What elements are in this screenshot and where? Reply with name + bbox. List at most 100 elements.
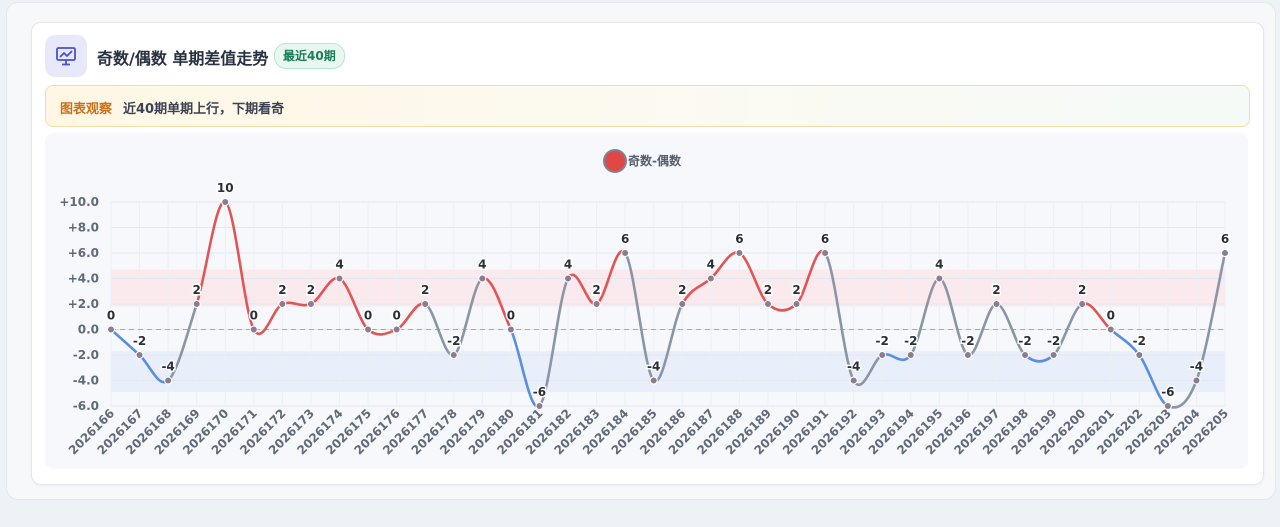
data-point[interactable] bbox=[821, 249, 830, 257]
data-point[interactable] bbox=[364, 325, 373, 334]
data-point[interactable] bbox=[963, 351, 972, 359]
data-label: 0 bbox=[364, 309, 372, 323]
data-point[interactable] bbox=[1221, 249, 1229, 257]
data-point[interactable] bbox=[107, 325, 115, 334]
data-label: -4 bbox=[847, 360, 860, 374]
page-panel: 奇数/偶数 单期差值走势 最近40期 图表观察 近40期单期上行，下期看奇 +1… bbox=[6, 2, 1276, 500]
data-label: 6 bbox=[821, 232, 829, 246]
line-chart: +10.0 +8.0 +6.0 +4.0 +2.0 0.0 -2.0 -4.0 -6.0 0 -2 -… bbox=[59, 149, 1231, 457]
data-label: 10 bbox=[217, 181, 234, 195]
data-point[interactable] bbox=[506, 325, 515, 334]
data-point[interactable] bbox=[992, 300, 1001, 308]
card-title: 奇数/偶数 单期差值走势 bbox=[97, 49, 269, 68]
data-point[interactable] bbox=[1078, 300, 1087, 308]
data-label: 4 bbox=[935, 258, 943, 272]
data-label: 6 bbox=[735, 232, 743, 246]
series-line-segment bbox=[166, 302, 198, 382]
data-label: 2 bbox=[678, 283, 686, 297]
data-point[interactable] bbox=[278, 300, 287, 308]
y-tick-label: -2.0 bbox=[73, 348, 99, 362]
data-label: -2 bbox=[876, 334, 889, 348]
data-point[interactable] bbox=[935, 274, 944, 283]
series-line-segment bbox=[538, 277, 570, 408]
data-point[interactable] bbox=[1021, 351, 1030, 359]
data-label: 6 bbox=[1221, 232, 1229, 246]
data-point[interactable] bbox=[421, 300, 430, 308]
data-point[interactable] bbox=[449, 351, 458, 359]
data-label: 2 bbox=[307, 283, 315, 297]
series-line-segment bbox=[823, 251, 855, 382]
observation-banner: 图表观察 近40期单期上行，下期看奇 bbox=[45, 85, 1250, 127]
data-point[interactable] bbox=[878, 351, 887, 359]
data-point[interactable] bbox=[535, 402, 544, 410]
data-point[interactable] bbox=[1135, 351, 1144, 359]
data-point[interactable] bbox=[221, 198, 230, 206]
data-label: 4 bbox=[707, 258, 715, 272]
data-point[interactable] bbox=[164, 376, 173, 385]
data-point[interactable] bbox=[392, 325, 401, 334]
data-label: -6 bbox=[533, 385, 546, 399]
data-point[interactable] bbox=[763, 300, 772, 308]
series-line-segment bbox=[395, 302, 427, 331]
data-label: 2 bbox=[421, 283, 429, 297]
y-tick-label: +10.0 bbox=[59, 195, 99, 209]
data-label: 0 bbox=[250, 309, 258, 323]
data-label: 2 bbox=[992, 283, 1000, 297]
data-point[interactable] bbox=[849, 376, 858, 385]
data-label: 0 bbox=[392, 309, 400, 323]
observation-text: 近40期单期上行，下期看奇 bbox=[123, 102, 285, 117]
series-line-segment bbox=[452, 277, 484, 357]
data-point[interactable] bbox=[478, 274, 487, 283]
data-point[interactable] bbox=[706, 274, 715, 283]
data-point[interactable] bbox=[649, 376, 658, 385]
data-label: 2 bbox=[792, 283, 800, 297]
data-point[interactable] bbox=[306, 300, 315, 308]
data-label: 4 bbox=[564, 258, 572, 272]
series-line-segment bbox=[223, 200, 256, 331]
data-label: 6 bbox=[621, 232, 629, 246]
data-point[interactable] bbox=[135, 351, 144, 359]
data-point[interactable] bbox=[1163, 402, 1172, 410]
data-label: -6 bbox=[1161, 385, 1174, 399]
data-label: -2 bbox=[1047, 334, 1060, 348]
data-point[interactable] bbox=[249, 325, 258, 334]
data-point[interactable] bbox=[1192, 376, 1201, 385]
data-point[interactable] bbox=[792, 300, 801, 308]
series-line-segment bbox=[1195, 251, 1227, 382]
data-label: -2 bbox=[1018, 334, 1031, 348]
legend-marker bbox=[603, 149, 627, 173]
data-point[interactable] bbox=[592, 300, 601, 308]
data-label: -4 bbox=[161, 360, 174, 374]
data-label: -4 bbox=[1190, 360, 1203, 374]
data-label: 2 bbox=[1078, 283, 1086, 297]
data-label: -2 bbox=[961, 334, 974, 348]
data-label: -2 bbox=[133, 334, 146, 348]
chart-card: 奇数/偶数 单期差值走势 最近40期 图表观察 近40期单期上行，下期看奇 +1… bbox=[31, 22, 1264, 485]
data-point[interactable] bbox=[678, 300, 687, 308]
y-tick-label: -4.0 bbox=[73, 374, 99, 388]
lower-band bbox=[111, 351, 1225, 392]
observation-label: 图表观察 bbox=[60, 102, 113, 117]
data-point[interactable] bbox=[564, 274, 573, 283]
y-tick-label: +4.0 bbox=[68, 272, 99, 286]
data-label: 2 bbox=[592, 283, 600, 297]
data-point[interactable] bbox=[1106, 325, 1115, 334]
data-label: 2 bbox=[278, 283, 286, 297]
chart-area: +10.0 +8.0 +6.0 +4.0 +2.0 0.0 -2.0 -4.0 -6.0 0 -2 -… bbox=[45, 133, 1248, 469]
data-label: -2 bbox=[1133, 334, 1146, 348]
y-tick-label: +8.0 bbox=[68, 221, 99, 235]
data-label: -2 bbox=[904, 334, 917, 348]
data-point[interactable] bbox=[335, 274, 344, 283]
y-tick-label: +6.0 bbox=[68, 246, 99, 260]
upper-band bbox=[111, 269, 1225, 307]
data-point[interactable] bbox=[735, 249, 744, 257]
data-point[interactable] bbox=[906, 351, 915, 359]
y-tick-label: +2.0 bbox=[68, 297, 99, 311]
data-point[interactable] bbox=[621, 249, 630, 257]
data-label: 4 bbox=[335, 258, 343, 272]
y-tick-label: 0.0 bbox=[78, 323, 99, 337]
data-point[interactable] bbox=[1049, 351, 1058, 359]
series-line-segment bbox=[366, 328, 398, 336]
data-point[interactable] bbox=[192, 300, 201, 308]
data-label: 0 bbox=[1107, 309, 1115, 323]
